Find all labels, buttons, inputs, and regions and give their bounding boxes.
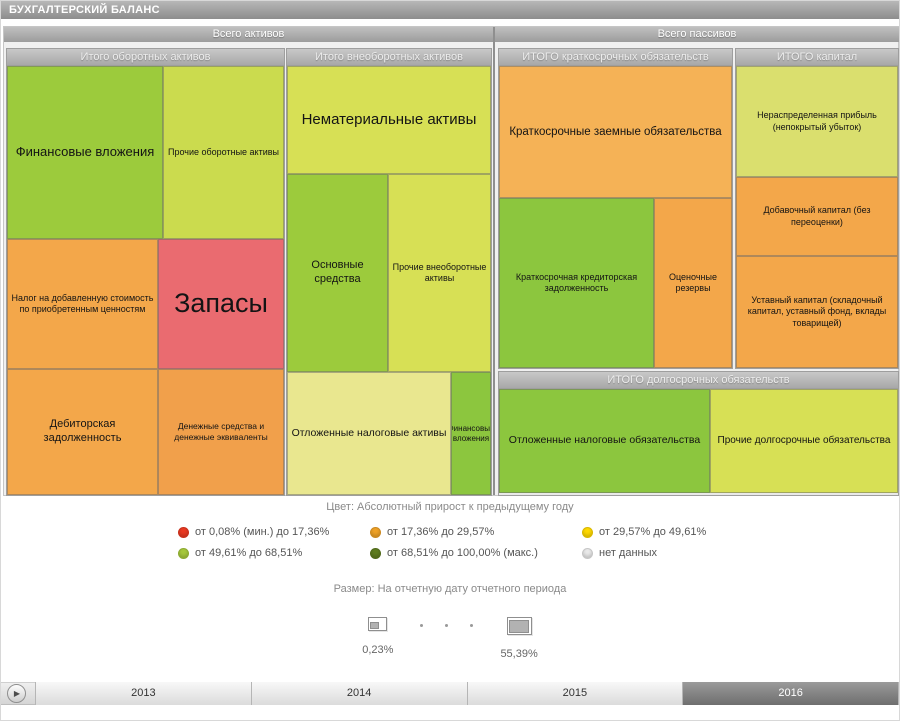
year-button-2014[interactable]: 2014 [250,682,467,705]
size-scale-dot [470,624,474,627]
size-min-label: 0,23% [362,644,394,656]
legend-label: нет данных [599,547,658,559]
play-button[interactable]: ▶ [7,684,26,703]
legend-item: от 29,57% до 49,61% [582,526,722,538]
group-header-liabilities: Всего пассивов [495,27,899,42]
panel-noncurrent-assets: Итого внеоборотных активов Нематериальны… [286,48,492,496]
cell-other-long-term-liabilities[interactable]: Прочие долгосрочные обязательства [710,389,898,493]
cell-fixed-assets[interactable]: Основные средства [287,174,388,372]
section-header-capital: ИТОГО капитал [736,49,898,66]
cell-vat-on-purchases[interactable]: Налог на добавленную стоимость по приобр… [7,239,158,369]
panel-body-capital: Нераспределенная прибыль (непокрытый убы… [736,66,898,368]
panel-body-current-assets: Финансовые вложения Прочие оборотные акт… [7,66,284,495]
cell-short-term-payables[interactable]: Краткосрочная кредиторская задолженность [499,198,654,368]
size-legend-title: Размер: На отчетную дату отчетного перио… [333,583,567,595]
color-legend-title: Цвет: Абсолютный прирост к предыдущему г… [326,501,574,513]
size-max-stack: 55,39% [500,617,538,660]
year-button-2016[interactable]: 2016 [682,682,899,705]
year-button-2013[interactable]: 2013 [35,682,251,705]
legend-item: от 49,61% до 68,51% [178,547,370,559]
cell-estimated-reserves[interactable]: Оценочные резервы [654,198,732,368]
size-max-icon [506,617,532,635]
panel-body-noncurrent-assets: Нематериальные активы Основные средства … [287,66,491,495]
panel-body-short-term-liabilities: Краткосрочные заемные обязательства Крат… [499,66,732,368]
play-icon: ▶ [13,688,21,698]
cell-deferred-tax-liabilities[interactable]: Отложенные налоговые обязательства [499,389,710,493]
legend-area: Цвет: Абсолютный прирост к предыдущему г… [1,501,899,660]
section-header-long-term-liabilities: ИТОГО долгосрочных обязательств [499,372,898,389]
legend-swatch-yellow-icon [582,526,593,538]
cell-other-noncurrent-assets[interactable]: Прочие внеоборотные активы [388,174,491,372]
legend-item: от 68,51% до 100,00% (макс.) [370,547,582,559]
panel-long-term-liabilities: ИТОГО долгосрочных обязательств Отложенн… [498,371,899,496]
legend-label: от 49,61% до 68,51% [195,547,303,559]
cell-other-current-assets[interactable]: Прочие оборотные активы [163,66,284,239]
cell-cash-and-equivalents[interactable]: Денежные средства и денежные эквиваленты [158,369,284,495]
panel-current-assets: Итого оборотных активов Финансовые вложе… [6,48,285,496]
cell-retained-earnings[interactable]: Нераспределенная прибыль (непокрытый убы… [736,66,898,177]
window-titlebar: БУХГАЛТЕРСКИЙ БАЛАНС [1,1,899,19]
panel-short-term-liabilities: ИТОГО краткосрочных обязательств Краткос… [498,48,733,369]
legend-label: от 29,57% до 49,61% [599,526,707,538]
legend-swatch-orange-icon [370,526,381,538]
cell-deferred-tax-assets[interactable]: Отложенные налоговые активы [287,372,451,495]
legend-item: от 0,08% (мин.) до 17,36% [178,526,370,538]
cell-receivables[interactable]: Дебиторская задолженность [7,369,158,495]
section-header-noncurrent-assets: Итого внеоборотных активов [287,49,491,66]
cell-financial-investments[interactable]: Финансовые вложения [7,66,163,239]
treemap-chart: Всего активов Всего пассивов Итого оборо… [3,26,899,496]
panel-body-long-term-liabilities: Отложенные налоговые обязательства Прочи… [499,389,898,495]
group-header-assets: Всего активов [4,27,493,42]
legend-swatch-darkgreen-icon [370,547,381,559]
size-scale-dots [420,624,474,627]
size-scale-dot [445,624,449,627]
legend-label: от 0,08% (мин.) до 17,36% [195,526,330,538]
size-max-label: 55,39% [500,648,538,660]
cell-inventory[interactable]: Запасы [158,239,284,369]
cell-short-term-borrowings[interactable]: Краткосрочные заемные обязательства [499,66,732,198]
legend-label: от 68,51% до 100,00% (макс.) [387,547,538,559]
year-button-2015[interactable]: 2015 [466,682,683,705]
panel-capital: ИТОГО капитал Нераспределенная прибыль (… [735,48,899,369]
legend-swatch-nodata-icon [582,547,593,559]
year-timeline: ▶ 2013 2014 2015 2016 [1,682,899,705]
color-legend: от 0,08% (мин.) до 17,36% от 17,36% до 2… [178,526,722,559]
cell-authorized-capital[interactable]: Уставный капитал (складочный капитал, ус… [736,256,898,368]
cell-intangible-assets[interactable]: Нематериальные активы [287,66,491,174]
size-min-stack: 0,23% [362,617,393,656]
size-min-icon [368,617,388,631]
assets-liabilities-divider [493,27,495,495]
legend-item: от 17,36% до 29,57% [370,526,582,538]
legend-swatch-red-icon [178,526,189,538]
legend-swatch-yellowgreen-icon [178,547,189,559]
legend-item: нет данных [582,547,722,559]
section-header-current-assets: Итого оборотных активов [7,49,284,66]
size-scale-dot [420,624,424,627]
size-legend: 0,23% 55,39% [362,617,538,660]
section-header-short-term-liabilities: ИТОГО краткосрочных обязательств [499,49,732,66]
cell-additional-capital[interactable]: Добавочный капитал (без переоценки) [736,177,898,256]
legend-label: от 17,36% до 29,57% [387,526,495,538]
window-title: БУХГАЛТЕРСКИЙ БАЛАНС [9,4,160,16]
cell-financial-investments-noncurrent[interactable]: Финансовые вложения [451,372,491,495]
